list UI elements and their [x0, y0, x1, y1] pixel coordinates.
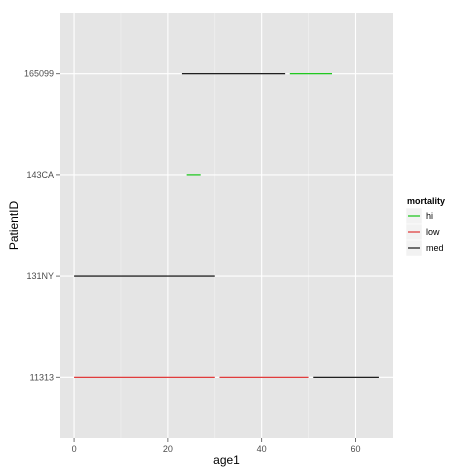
- x-axis: 0 20 40 60: [72, 438, 360, 454]
- y-tick-label: 143CA: [26, 170, 54, 180]
- legend-title: mortality: [407, 196, 445, 206]
- x-tick-label: 40: [257, 444, 267, 454]
- y-tick-label: 165099: [24, 69, 54, 79]
- x-tick-label: 0: [72, 444, 77, 454]
- x-axis-title: age1: [213, 453, 240, 467]
- y-tick-label: 11313: [30, 372, 54, 382]
- x-tick-label: 60: [350, 444, 360, 454]
- plot-panel: [60, 13, 393, 438]
- grid-lines: [60, 13, 393, 438]
- legend-label-hi: hi: [426, 211, 433, 221]
- x-tick-label: 20: [163, 444, 173, 454]
- legend-label-med: med: [426, 243, 444, 253]
- legend-label-low: low: [426, 227, 440, 237]
- y-tick-label: 131NY: [26, 271, 54, 281]
- legend: mortality hi low med: [405, 196, 445, 257]
- y-axis-title: PatientID: [7, 200, 21, 250]
- data-segments: [74, 73, 379, 378]
- y-axis: 11313 131NY 143CA 165099: [24, 69, 60, 382]
